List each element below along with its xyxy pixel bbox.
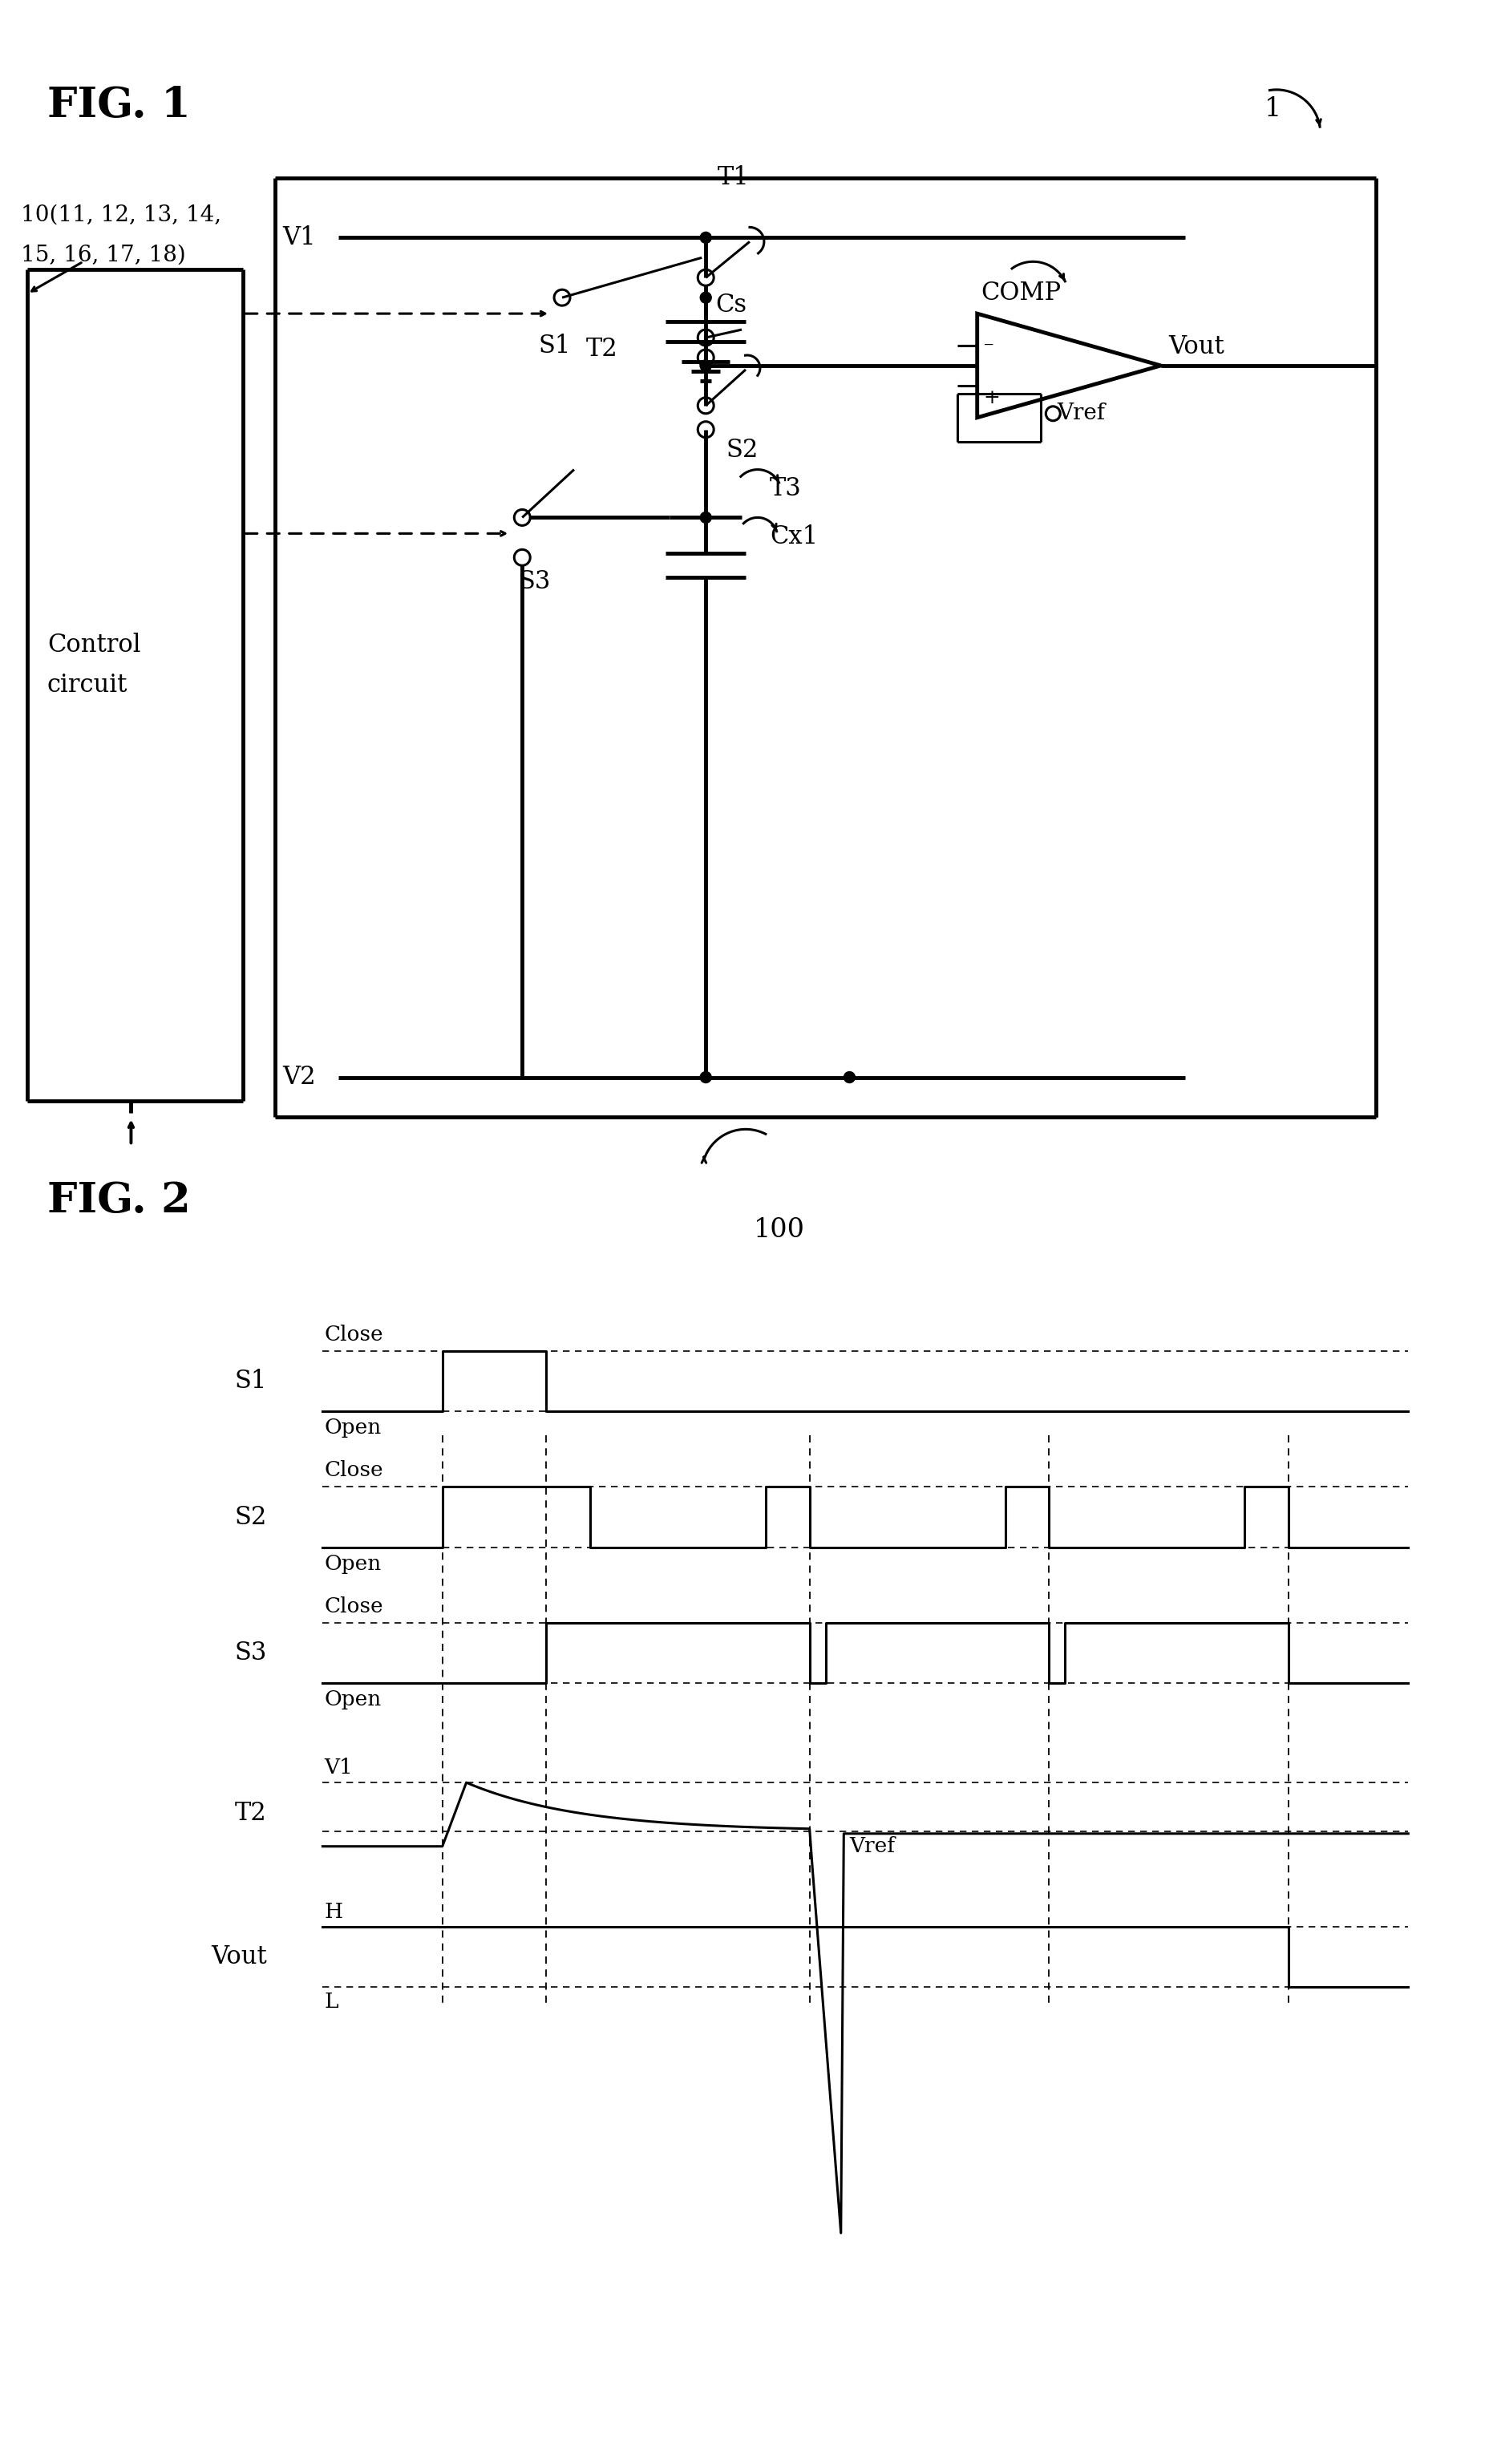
- Text: Close: Close: [324, 1597, 384, 1616]
- Text: Close: Close: [324, 1461, 384, 1481]
- Text: Vref: Vref: [850, 1836, 896, 1855]
- Text: Cx1: Cx1: [770, 525, 818, 549]
- Text: V2: V2: [282, 1064, 317, 1089]
- Text: H: H: [324, 1902, 343, 1922]
- Text: Open: Open: [324, 1690, 381, 1710]
- Text: 100: 100: [754, 1217, 805, 1242]
- Text: +: +: [984, 389, 1000, 407]
- Text: Vref: Vref: [1057, 402, 1105, 424]
- Text: V1: V1: [324, 1757, 352, 1777]
- Text: Control: Control: [48, 633, 140, 658]
- Text: T2: T2: [234, 1801, 267, 1826]
- Circle shape: [700, 360, 711, 372]
- Circle shape: [700, 1072, 711, 1082]
- Text: 15, 16, 17, 18): 15, 16, 17, 18): [21, 244, 185, 266]
- Text: Vout: Vout: [1169, 335, 1224, 360]
- Text: –: –: [984, 335, 994, 355]
- Text: T1: T1: [718, 165, 749, 190]
- Text: T3: T3: [770, 476, 802, 503]
- Text: 1: 1: [1265, 96, 1281, 121]
- Text: S2: S2: [234, 1506, 267, 1530]
- Text: Close: Close: [324, 1323, 384, 1345]
- Text: FIG. 2: FIG. 2: [48, 1180, 191, 1222]
- Text: S3: S3: [518, 569, 551, 594]
- Text: S3: S3: [234, 1641, 267, 1666]
- Circle shape: [700, 293, 711, 303]
- Text: Vout: Vout: [211, 1944, 267, 1969]
- Text: S1: S1: [537, 333, 570, 357]
- Circle shape: [844, 1072, 855, 1082]
- Text: Open: Open: [324, 1555, 381, 1574]
- Text: S2: S2: [726, 439, 758, 463]
- Text: Open: Open: [324, 1417, 381, 1439]
- Circle shape: [700, 360, 711, 372]
- Text: 10(11, 12, 13, 14,: 10(11, 12, 13, 14,: [21, 205, 221, 227]
- Text: T2: T2: [587, 338, 618, 362]
- Circle shape: [700, 513, 711, 522]
- Text: L: L: [324, 1991, 339, 2013]
- Text: circuit: circuit: [48, 673, 128, 697]
- Text: COMP: COMP: [981, 281, 1062, 306]
- Text: V1: V1: [282, 224, 317, 249]
- Text: FIG. 1: FIG. 1: [48, 84, 191, 126]
- Text: Cs: Cs: [715, 293, 746, 318]
- Text: S1: S1: [234, 1368, 267, 1395]
- Circle shape: [700, 232, 711, 244]
